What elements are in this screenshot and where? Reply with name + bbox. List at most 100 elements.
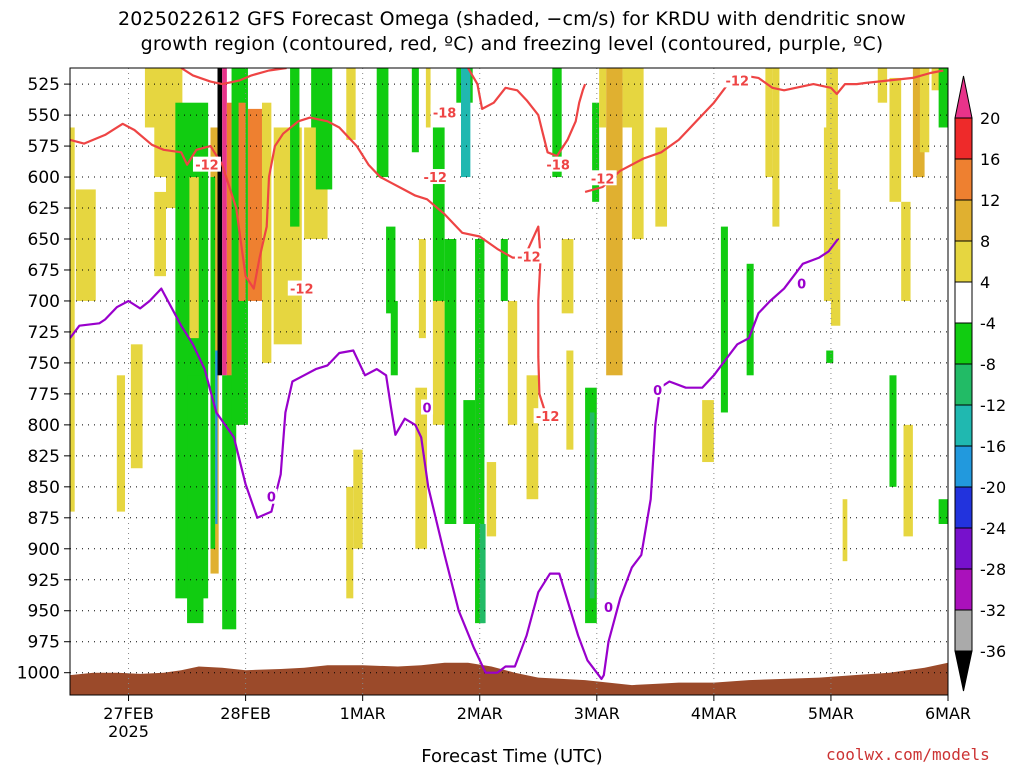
omega-cell bbox=[261, 102, 272, 363]
contour-label-bg bbox=[533, 408, 562, 424]
omega-cell bbox=[461, 68, 471, 178]
omega-cell bbox=[215, 350, 218, 524]
omega-cell bbox=[154, 68, 166, 178]
y-tick-label: 850 bbox=[28, 478, 60, 498]
colorbar-label: 4 bbox=[980, 273, 990, 292]
colorbar-top-arrow bbox=[954, 75, 973, 119]
y-axis: 525 550 575 600 625 650 675 700 725 750 775 800 825 8… bbox=[17, 75, 70, 684]
omega-cell bbox=[432, 127, 445, 301]
contour-label-bg bbox=[192, 156, 221, 172]
colorbar-bin bbox=[954, 322, 973, 365]
chart-title-line-1: 2025022612 GFS Forecast Omega (shaded, −… bbox=[117, 8, 906, 30]
contour-label-bg bbox=[265, 488, 278, 504]
y-tick-label: 650 bbox=[28, 230, 60, 250]
colorbar-bin bbox=[954, 445, 973, 488]
colorbar-label: -24 bbox=[980, 519, 1006, 538]
omega-cell bbox=[238, 102, 246, 301]
contour-label: -12 bbox=[591, 172, 615, 187]
grid-layer bbox=[70, 68, 948, 695]
x-axis-title: Forecast Time (UTC) bbox=[421, 746, 603, 767]
omega-cell bbox=[903, 424, 913, 537]
omega-cell bbox=[463, 400, 476, 524]
colorbar-label: -32 bbox=[980, 601, 1006, 620]
colorbar-bin bbox=[954, 117, 973, 160]
omega-cell bbox=[561, 239, 574, 314]
colorbar-bin bbox=[954, 568, 973, 611]
contour-label: -12 bbox=[536, 410, 560, 425]
omega-cell bbox=[823, 127, 834, 301]
y-tick-label: 550 bbox=[28, 106, 60, 126]
contour-label-bg bbox=[287, 280, 316, 296]
omega-cell bbox=[889, 375, 897, 487]
omega-cell bbox=[346, 486, 354, 599]
contour-label-bg bbox=[588, 170, 617, 186]
contour-label-bg bbox=[421, 169, 450, 185]
colorbar-label: -12 bbox=[980, 396, 1006, 415]
dgz-contour bbox=[180, 68, 287, 86]
contour-label: -12 bbox=[423, 171, 447, 186]
omega-cell bbox=[475, 239, 485, 624]
contour-label: -12 bbox=[195, 159, 219, 174]
omega-cell bbox=[599, 68, 607, 128]
omega-cell bbox=[444, 239, 457, 524]
omega-cell bbox=[390, 300, 398, 376]
omega-cell bbox=[479, 524, 486, 624]
omega-cell bbox=[290, 68, 300, 227]
colorbar-bin bbox=[954, 199, 973, 242]
contour-label-bg bbox=[514, 248, 543, 264]
y-tick-label: 575 bbox=[28, 137, 60, 157]
omega-cell bbox=[746, 263, 754, 376]
omega-cell bbox=[189, 177, 199, 339]
colorbar-bin bbox=[954, 158, 973, 201]
omega-cell bbox=[526, 375, 539, 500]
colorbar-label: 20 bbox=[980, 109, 1000, 128]
contour-label-bg bbox=[602, 599, 615, 615]
omega-cell bbox=[610, 127, 621, 301]
omega-cell bbox=[415, 387, 428, 549]
chart-title-line-2: growth region (contoured, red, ºC) and f… bbox=[140, 33, 884, 55]
omega-cell bbox=[931, 68, 941, 91]
omega-cell bbox=[622, 68, 635, 128]
y-tick-label: 875 bbox=[28, 509, 60, 529]
omega-cell bbox=[226, 102, 232, 549]
colorbar-label: -8 bbox=[980, 355, 996, 374]
omega-cell bbox=[826, 350, 834, 363]
y-tick-label: 700 bbox=[28, 292, 60, 312]
omega-cell bbox=[418, 239, 426, 339]
contour-label-layer: -12 -12 -12 -12 -12 -12 -12 -18 -18 0 0 0 0 0 bbox=[192, 72, 808, 616]
colorbar-label: 16 bbox=[980, 150, 1000, 169]
contour-label: -12 bbox=[517, 250, 541, 265]
freezing-level-contour bbox=[70, 238, 839, 681]
omega-cell bbox=[425, 68, 431, 128]
omega-cell bbox=[386, 226, 396, 314]
contour-label: 0 bbox=[423, 402, 432, 417]
omega-cell bbox=[592, 102, 600, 202]
y-tick-label: 525 bbox=[28, 75, 60, 95]
omega-cell bbox=[901, 201, 911, 301]
colorbar-label: -36 bbox=[980, 642, 1006, 661]
omega-cell bbox=[702, 400, 714, 463]
omega-cell bbox=[938, 68, 948, 128]
omega-cell bbox=[210, 177, 216, 549]
x-tick-label: 28FEB bbox=[220, 704, 271, 723]
omega-cell bbox=[842, 499, 848, 562]
omega-cell bbox=[830, 189, 841, 326]
x-tick-sublabel: 2025 bbox=[108, 722, 149, 741]
dgz-contour bbox=[584, 69, 944, 193]
omega-cell bbox=[75, 189, 96, 301]
contour-label-bg bbox=[421, 399, 434, 415]
omega-cell bbox=[70, 127, 75, 512]
contour-label: -18 bbox=[433, 107, 457, 122]
contour-label-bg bbox=[651, 382, 664, 398]
source-credit: coolwx.com/models bbox=[826, 745, 990, 764]
y-tick-label: 1000 bbox=[17, 664, 60, 684]
x-tick-label: 3MAR bbox=[574, 704, 620, 723]
omega-cell bbox=[116, 375, 126, 512]
omega-cell bbox=[411, 68, 419, 153]
omega-cell bbox=[222, 68, 227, 376]
y-tick-label: 625 bbox=[28, 199, 60, 219]
x-tick-label: 1MAR bbox=[340, 704, 386, 723]
colorbar-bin bbox=[954, 404, 973, 447]
